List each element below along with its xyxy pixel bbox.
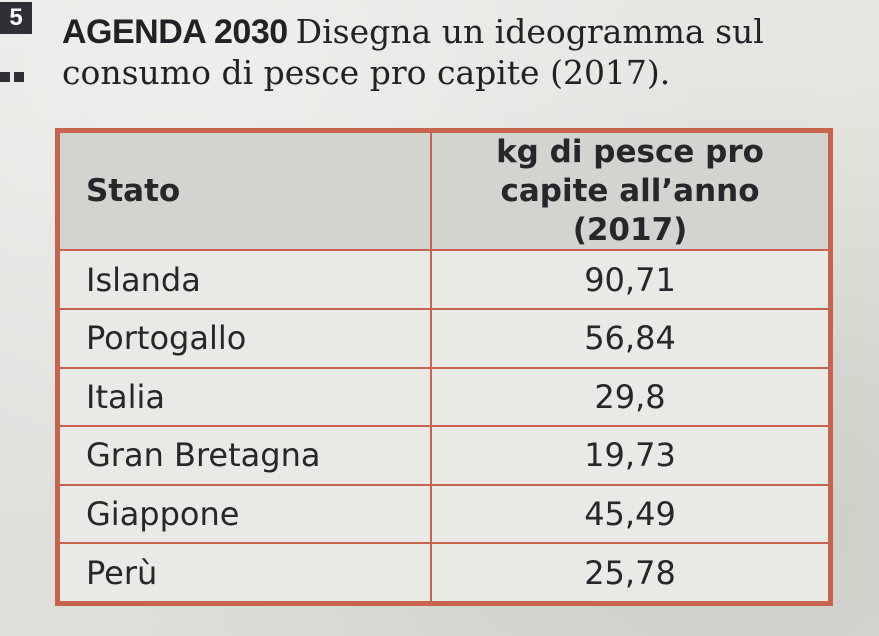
data-table: Stato kg di pesce pro capite all’anno (2…	[58, 130, 830, 603]
table-header-row: Stato kg di pesce pro capite all’anno (2…	[58, 130, 830, 252]
table-row: Perù 25,78	[58, 542, 830, 603]
level-square-icon	[14, 72, 24, 82]
cell-state: Giappone	[58, 483, 432, 545]
cell-state: Islanda	[58, 249, 432, 310]
cell-kg: 25,78	[430, 542, 830, 603]
cell-kg: 19,73	[430, 425, 830, 486]
difficulty-level-icon	[0, 72, 24, 82]
table-row: Italia 29,8	[58, 366, 830, 428]
header-state: Stato	[58, 130, 432, 252]
table-row: Islanda 90,71	[58, 249, 830, 310]
exercise-number-badge: 5	[0, 2, 32, 34]
cell-state: Perù	[58, 542, 432, 603]
cell-kg: 90,71	[430, 249, 830, 310]
header-kg: kg di pesce pro capite all’anno (2017)	[430, 130, 830, 252]
cell-kg: 56,84	[430, 307, 830, 369]
agenda-tag: AGENDA 2030	[62, 13, 288, 51]
cell-state: Gran Bretagna	[58, 425, 432, 486]
exercise-instruction: Disegna un ideogramma sul consumo di pes…	[62, 12, 764, 93]
cell-state: Italia	[58, 366, 432, 428]
exercise-title: AGENDA 2030 Disegna un ideogramma sul con…	[62, 12, 862, 94]
level-square-icon	[0, 72, 10, 82]
cell-kg: 29,8	[430, 366, 830, 428]
cell-state: Portogallo	[58, 307, 432, 369]
table-row: Giappone 45,49	[58, 483, 830, 545]
table-row: Gran Bretagna 19,73	[58, 425, 830, 486]
fish-consumption-table: Stato kg di pesce pro capite all’anno (2…	[55, 128, 833, 606]
table-row: Portogallo 56,84	[58, 307, 830, 369]
cell-kg: 45,49	[430, 483, 830, 545]
